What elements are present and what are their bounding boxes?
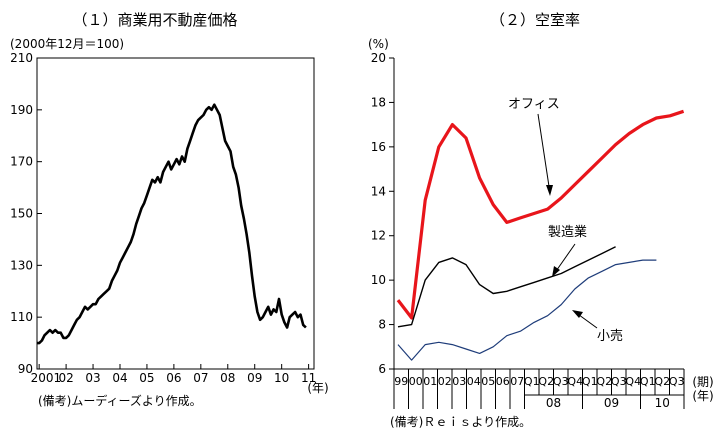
right-x-tick-label: 03 <box>452 375 466 388</box>
right-x-tick-label: Q2 <box>538 375 554 388</box>
left-chart-title: （１）商業用不動産価格 <box>72 11 237 29</box>
right-y-tick-label: 14 <box>371 184 386 198</box>
left-x-tick-label: 07 <box>193 371 208 385</box>
right-chart-title: （２）空室率 <box>490 11 580 29</box>
left-plot-frame <box>36 57 315 370</box>
right-x-tick-label: Q3 <box>611 375 627 388</box>
right-x-tick-label: Q3 <box>553 375 569 388</box>
right-x-tick-label: Q4 <box>625 375 641 388</box>
right-x-tick-label: Q3 <box>669 375 685 388</box>
right-y-tick-label: 6 <box>378 362 386 376</box>
right-x-tick-label: Q4 <box>567 375 583 388</box>
left-y-tick-label: 210 <box>10 51 33 65</box>
annotation-arrows <box>537 113 598 329</box>
right-year-group-label: 09 <box>604 396 619 410</box>
right-x-tick-label: 04 <box>467 375 481 388</box>
right-x-tick-label: 00 <box>409 375 423 388</box>
right-y-tick-label: 10 <box>371 273 386 287</box>
left-note: (備考)ムーディーズより作成。 <box>38 393 202 408</box>
right-year-group-label: 10 <box>655 396 670 410</box>
right-x-tick-label: 06 <box>496 375 510 388</box>
arrow-manufacturing-head <box>552 266 560 277</box>
right-x-tick-label: Q2 <box>596 375 612 388</box>
left-x-tick-label: 04 <box>112 371 127 385</box>
right-series-line-2 <box>397 259 657 361</box>
left-y-tick-label: 190 <box>10 103 33 117</box>
left-y-tick-label: 130 <box>10 258 33 272</box>
right-x-unit-year: (年) <box>692 389 713 403</box>
right-x-tick-label: 07 <box>510 375 524 388</box>
left-y-tick-label: 150 <box>10 207 33 221</box>
left-x-tick-label: 06 <box>166 371 181 385</box>
right-note: (備考)Ｒｅｉｓより作成。 <box>390 414 531 429</box>
left-x-tick-label: 09 <box>247 371 262 385</box>
right-x-tick-label: 99 <box>394 375 408 388</box>
series-label-retail: 小売 <box>597 328 623 344</box>
right-y-tick-label: 8 <box>378 318 386 332</box>
left-series-line <box>37 103 307 345</box>
right-unit-label: (%) <box>368 37 389 51</box>
left-x-tick-label: 03 <box>85 371 100 385</box>
left-y-tick-label: 110 <box>10 310 33 324</box>
left-y-tick-label: 90 <box>18 362 33 376</box>
series-label-manufacturing: 製造業 <box>548 224 587 240</box>
right-x-tick-label: Q1 <box>582 375 598 388</box>
right-year-group-label: 08 <box>546 396 561 410</box>
arrow-retail-head <box>572 310 583 318</box>
left-x-tick-label: 08 <box>220 371 235 385</box>
right-series-line-0 <box>396 109 685 320</box>
right-x-tick-label: Q2 <box>654 375 670 388</box>
left-y-tick-label: 170 <box>10 155 33 169</box>
series-label-office: オフィス <box>508 97 560 112</box>
arrow-office-head <box>546 185 553 196</box>
right-y-tick-label: 18 <box>371 95 386 109</box>
right-x-tick-label: 02 <box>438 375 452 388</box>
left-x-unit: (年) <box>307 381 328 395</box>
right-x-tick-label: 05 <box>481 375 495 388</box>
left-x-tick-label: 11 <box>301 371 316 385</box>
right-x-tick-label: 01 <box>423 375 437 388</box>
right-y-tick-label: 12 <box>371 229 386 243</box>
left-unit-label: (2000年12月＝100) <box>10 37 124 51</box>
left-x-tick-label: 2001 <box>31 371 62 385</box>
right-y-tick-label: 16 <box>371 140 386 154</box>
left-x-tick-label: 05 <box>139 371 154 385</box>
left-x-tick-label: 10 <box>274 371 289 385</box>
right-y-tick-label: 20 <box>371 51 386 65</box>
right-series-line-1 <box>397 246 616 328</box>
arrow-office <box>537 113 551 194</box>
right-x-unit-period: (期) <box>692 375 713 389</box>
right-x-tick-label: Q1 <box>640 375 656 388</box>
right-x-tick-label: Q1 <box>524 375 540 388</box>
left-x-tick-label: 02 <box>58 371 73 385</box>
